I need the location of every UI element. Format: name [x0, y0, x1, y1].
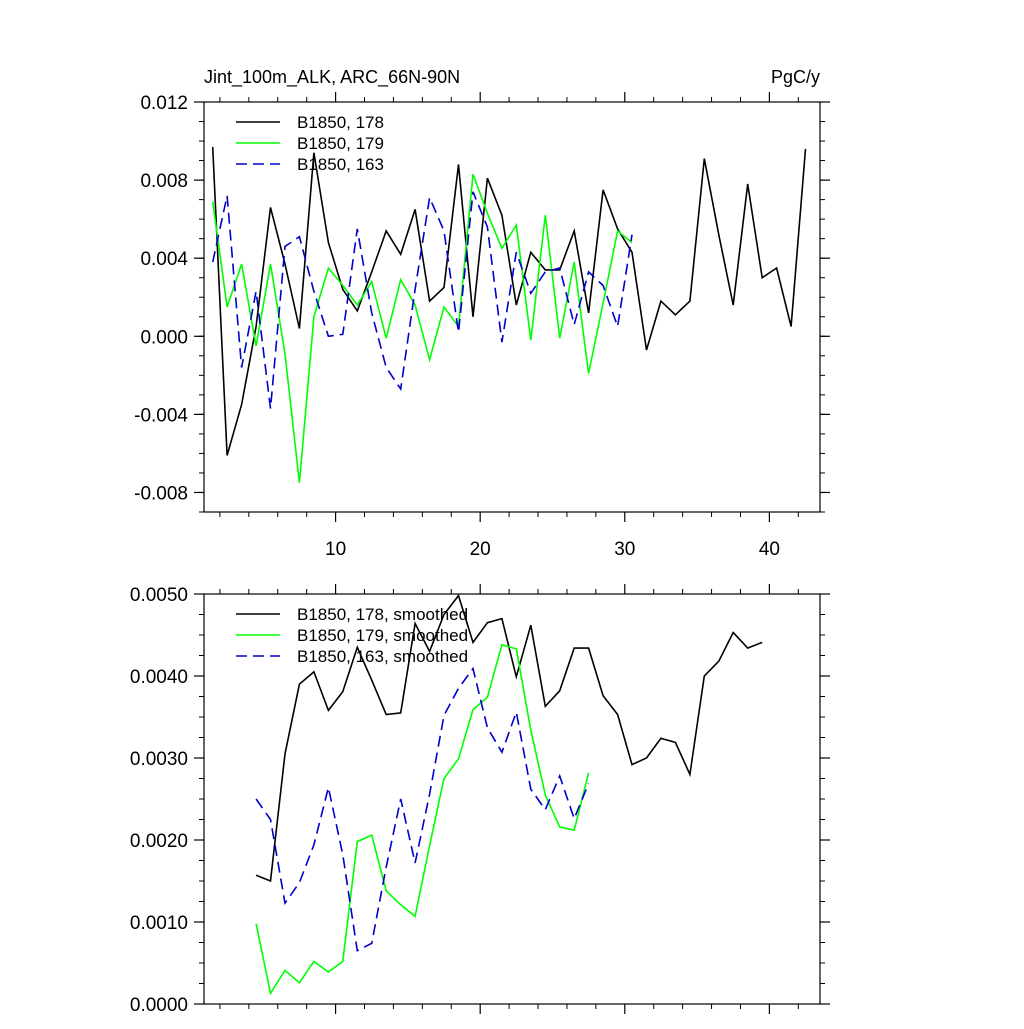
top-xtick-label: 10: [325, 539, 346, 560]
top-xtick-label: 20: [470, 539, 491, 560]
top-xtick-label: 40: [759, 539, 780, 560]
bottom-ytick-label: 0.0010: [130, 913, 188, 934]
bottom-ytick-label: 0.0030: [130, 749, 188, 770]
top-ytick-label: 0.000: [140, 327, 188, 348]
top-legend-label-0: B1850, 178: [297, 113, 384, 132]
top-plot-frame: [203, 101, 821, 513]
bottom-ytick-label: 0.0050: [130, 585, 188, 606]
top-ytick-label: 0.008: [140, 171, 188, 192]
bottom-ytick-label: 0.0040: [130, 667, 188, 688]
top-ytick-label: 0.012: [140, 93, 188, 114]
bottom-ytick-label: 0.0020: [130, 831, 188, 852]
top-panel: -0.008 -0.004 0.000 0.004 0.008 0.012 10 20 30 40…: [134, 92, 830, 560]
top-series-line-1: [211, 173, 633, 483]
top-series-line-0: [211, 146, 807, 456]
top-ytick-label: -0.004: [134, 405, 188, 426]
top-series-line-2: [211, 191, 633, 409]
top-xtick-label: 30: [614, 539, 635, 560]
bottom-legend-label-0: B1850, 178, smoothed: [297, 605, 468, 624]
top-ytick-label: 0.004: [140, 249, 188, 270]
bottom-series-line-2: [255, 666, 590, 952]
bottom-series-line-0: [255, 594, 763, 883]
top-ytick-label: -0.008: [134, 483, 188, 504]
bottom-legend-label-2: B1850, 163, smoothed: [297, 647, 468, 666]
bottom-panel: 0.0000 0.0010 0.0020 0.0030 0.0040 0.0050 B185…: [130, 584, 830, 1016]
bottom-ytick-label: 0.0000: [130, 995, 188, 1016]
top-chart-units: PgC/y: [771, 67, 820, 87]
top-legend-label-1: B1850, 179: [297, 134, 384, 153]
bottom-legend-label-1: B1850, 179, smoothed: [297, 626, 468, 645]
top-legend-label-2: B1850, 163: [297, 155, 384, 174]
bottom-series-line-1: [255, 643, 590, 996]
top-chart-title: Jint_100m_ALK, ARC_66N-90N: [204, 67, 460, 88]
